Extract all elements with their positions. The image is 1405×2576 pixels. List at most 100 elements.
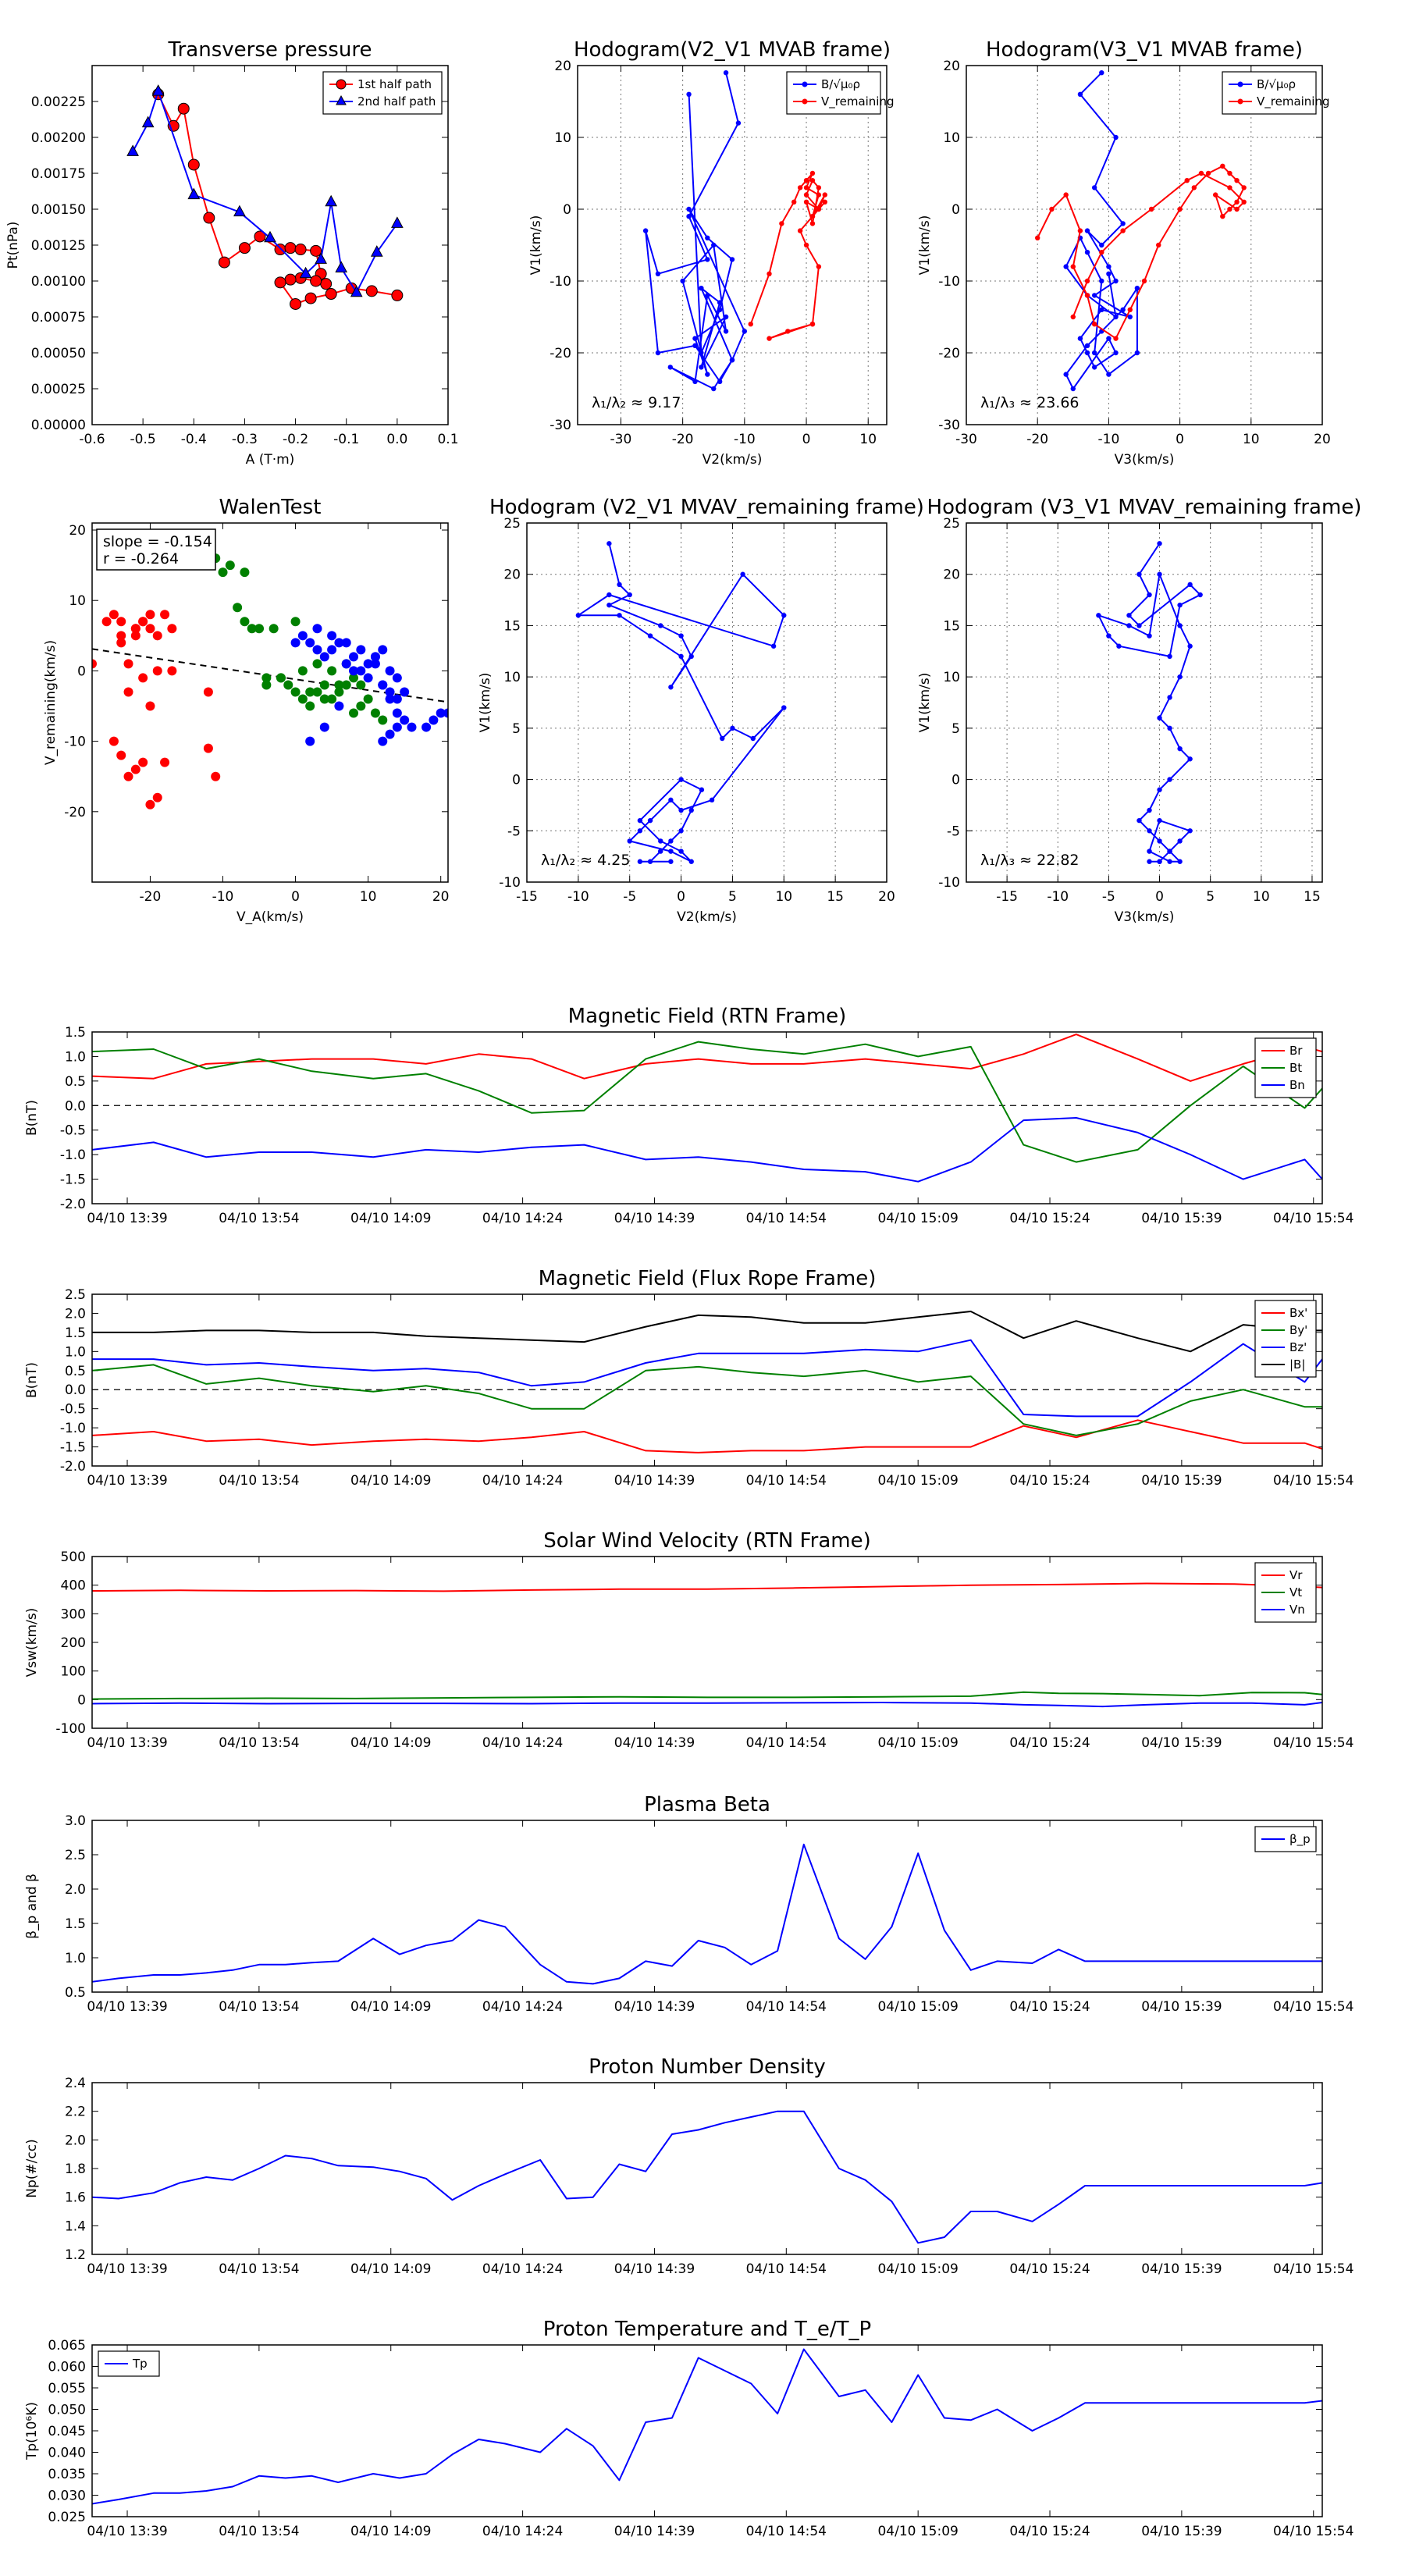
stats-line: r = -0.264 [103,550,179,568]
data-point [385,729,395,739]
data-point [1187,756,1193,762]
data-point [327,694,337,704]
data-point [637,859,643,864]
data-point [365,285,378,297]
data-point [261,680,272,690]
y-tick-label: 0.00200 [31,130,86,146]
plot-frame [91,1556,1323,1729]
y-tick-label: -1.0 [60,1147,86,1163]
y-tick-label: 1.5 [65,1025,86,1041]
y-tick-label: 2.2 [65,2105,86,2120]
data-point [1147,859,1152,864]
data-point [1063,192,1069,197]
x-tick-label: 04/10 14:09 [350,1473,431,1489]
x-tick-label: 04/10 13:39 [87,2524,167,2539]
data-point [392,694,402,704]
y-tick-label: -0.5 [60,1402,86,1418]
data-point [1134,286,1140,291]
y-tick-label: 0.00025 [31,382,86,397]
y-tick-label: -10 [938,274,960,290]
data-point [1120,221,1126,226]
x-axis-label: V2(km/s) [702,452,763,468]
y-tick-label: 0 [512,773,521,788]
data-point [350,285,363,297]
series-line [92,1843,1322,1985]
annotation-text: λ₁/λ₃ ≈ 22.82 [980,852,1080,869]
x-tick-label: 04/10 15:09 [877,2261,958,2277]
data-point [1134,350,1140,356]
data-point [1234,206,1240,212]
series-0 [575,541,787,864]
series-line [1037,165,1245,340]
x-tick-label: 04/10 13:54 [219,2524,299,2539]
x-tick-label: 04/10 14:39 [614,1999,695,2015]
chart-p4: WalenTest -20 -10 0 10 20 -20 -10 0 10 20 V_A(km/s)… [43,496,450,925]
data-point [152,792,162,802]
series-line [92,1364,1322,1436]
x-tick-label: 04/10 14:24 [482,1999,563,2015]
x-tick-label: 0.1 [437,432,458,447]
x-tick-label: 04/10 14:09 [350,2524,431,2539]
data-point [1241,185,1247,190]
data-point [809,322,816,327]
data-point [319,680,329,690]
x-tick-label: 04/10 13:54 [219,1735,299,1751]
y-tick-label: 3.0 [65,1813,86,1829]
data-point [130,764,140,774]
x-tick-label: 10 [1243,432,1260,447]
y-tick-label: 1.2 [65,2247,86,2263]
data-point [617,582,622,588]
data-point [349,673,359,683]
y-axis-label: Vsw(km/s) [24,1608,40,1678]
data-point [750,735,756,742]
data-point [705,235,710,240]
data-point [1157,787,1162,792]
y-tick-label: 300 [61,1606,86,1622]
data-point [443,708,448,718]
x-tick-label: 04/10 15:54 [1273,1999,1353,2015]
data-point [341,680,351,690]
legend-box [786,71,881,115]
x-tick-label: 04/10 15:39 [1141,1735,1222,1751]
plot-frame [966,522,1323,883]
data-point [264,230,276,243]
data-point [1167,849,1172,854]
x-tick-label: 04/10 13:54 [219,2261,299,2277]
x-axis-label: V_A(km/s) [237,909,304,925]
y-tick-label: 5 [512,721,521,737]
data-point [238,242,251,254]
data-point [116,631,126,641]
data-point [1205,170,1211,176]
x-tick-label: 04/10 15:39 [1141,1473,1222,1489]
x-tick-label: 0 [802,432,811,447]
y-axis-label: B(nT) [24,1362,40,1398]
y-tick-label: 0.0 [65,1098,86,1114]
data-point [325,288,337,301]
data-point [1184,178,1190,183]
data-point [116,750,126,760]
annotation-text: λ₁/λ₂ ≈ 9.17 [592,394,681,411]
data-point [1191,185,1197,190]
chart-ts6: Proton Temperature and T_e/T_P 04/10 13:3… [24,2318,1353,2539]
data-point [126,144,139,156]
data-point [1126,623,1132,628]
x-tick-label: -5 [623,889,636,905]
x-tick-label: 04/10 15:39 [1141,2261,1222,2277]
data-point [816,192,822,197]
data-point [310,244,322,257]
x-tick-label: 10 [360,889,377,905]
data-point [1099,242,1104,248]
data-point [1106,336,1112,341]
y-tick-label: 0.00175 [31,166,86,182]
data-point [378,736,388,746]
y-axis-label: Np(#/cc) [24,2139,40,2197]
data-point [1077,228,1083,233]
data-point [305,701,315,711]
data-point [717,307,723,312]
data-point [748,322,753,327]
data-point [92,659,97,669]
y-tick-label: 10 [943,670,960,685]
y-tick-label: 0.00100 [31,274,86,290]
x-tick-label: 04/10 14:39 [614,2261,695,2277]
series-0 [1096,541,1203,864]
